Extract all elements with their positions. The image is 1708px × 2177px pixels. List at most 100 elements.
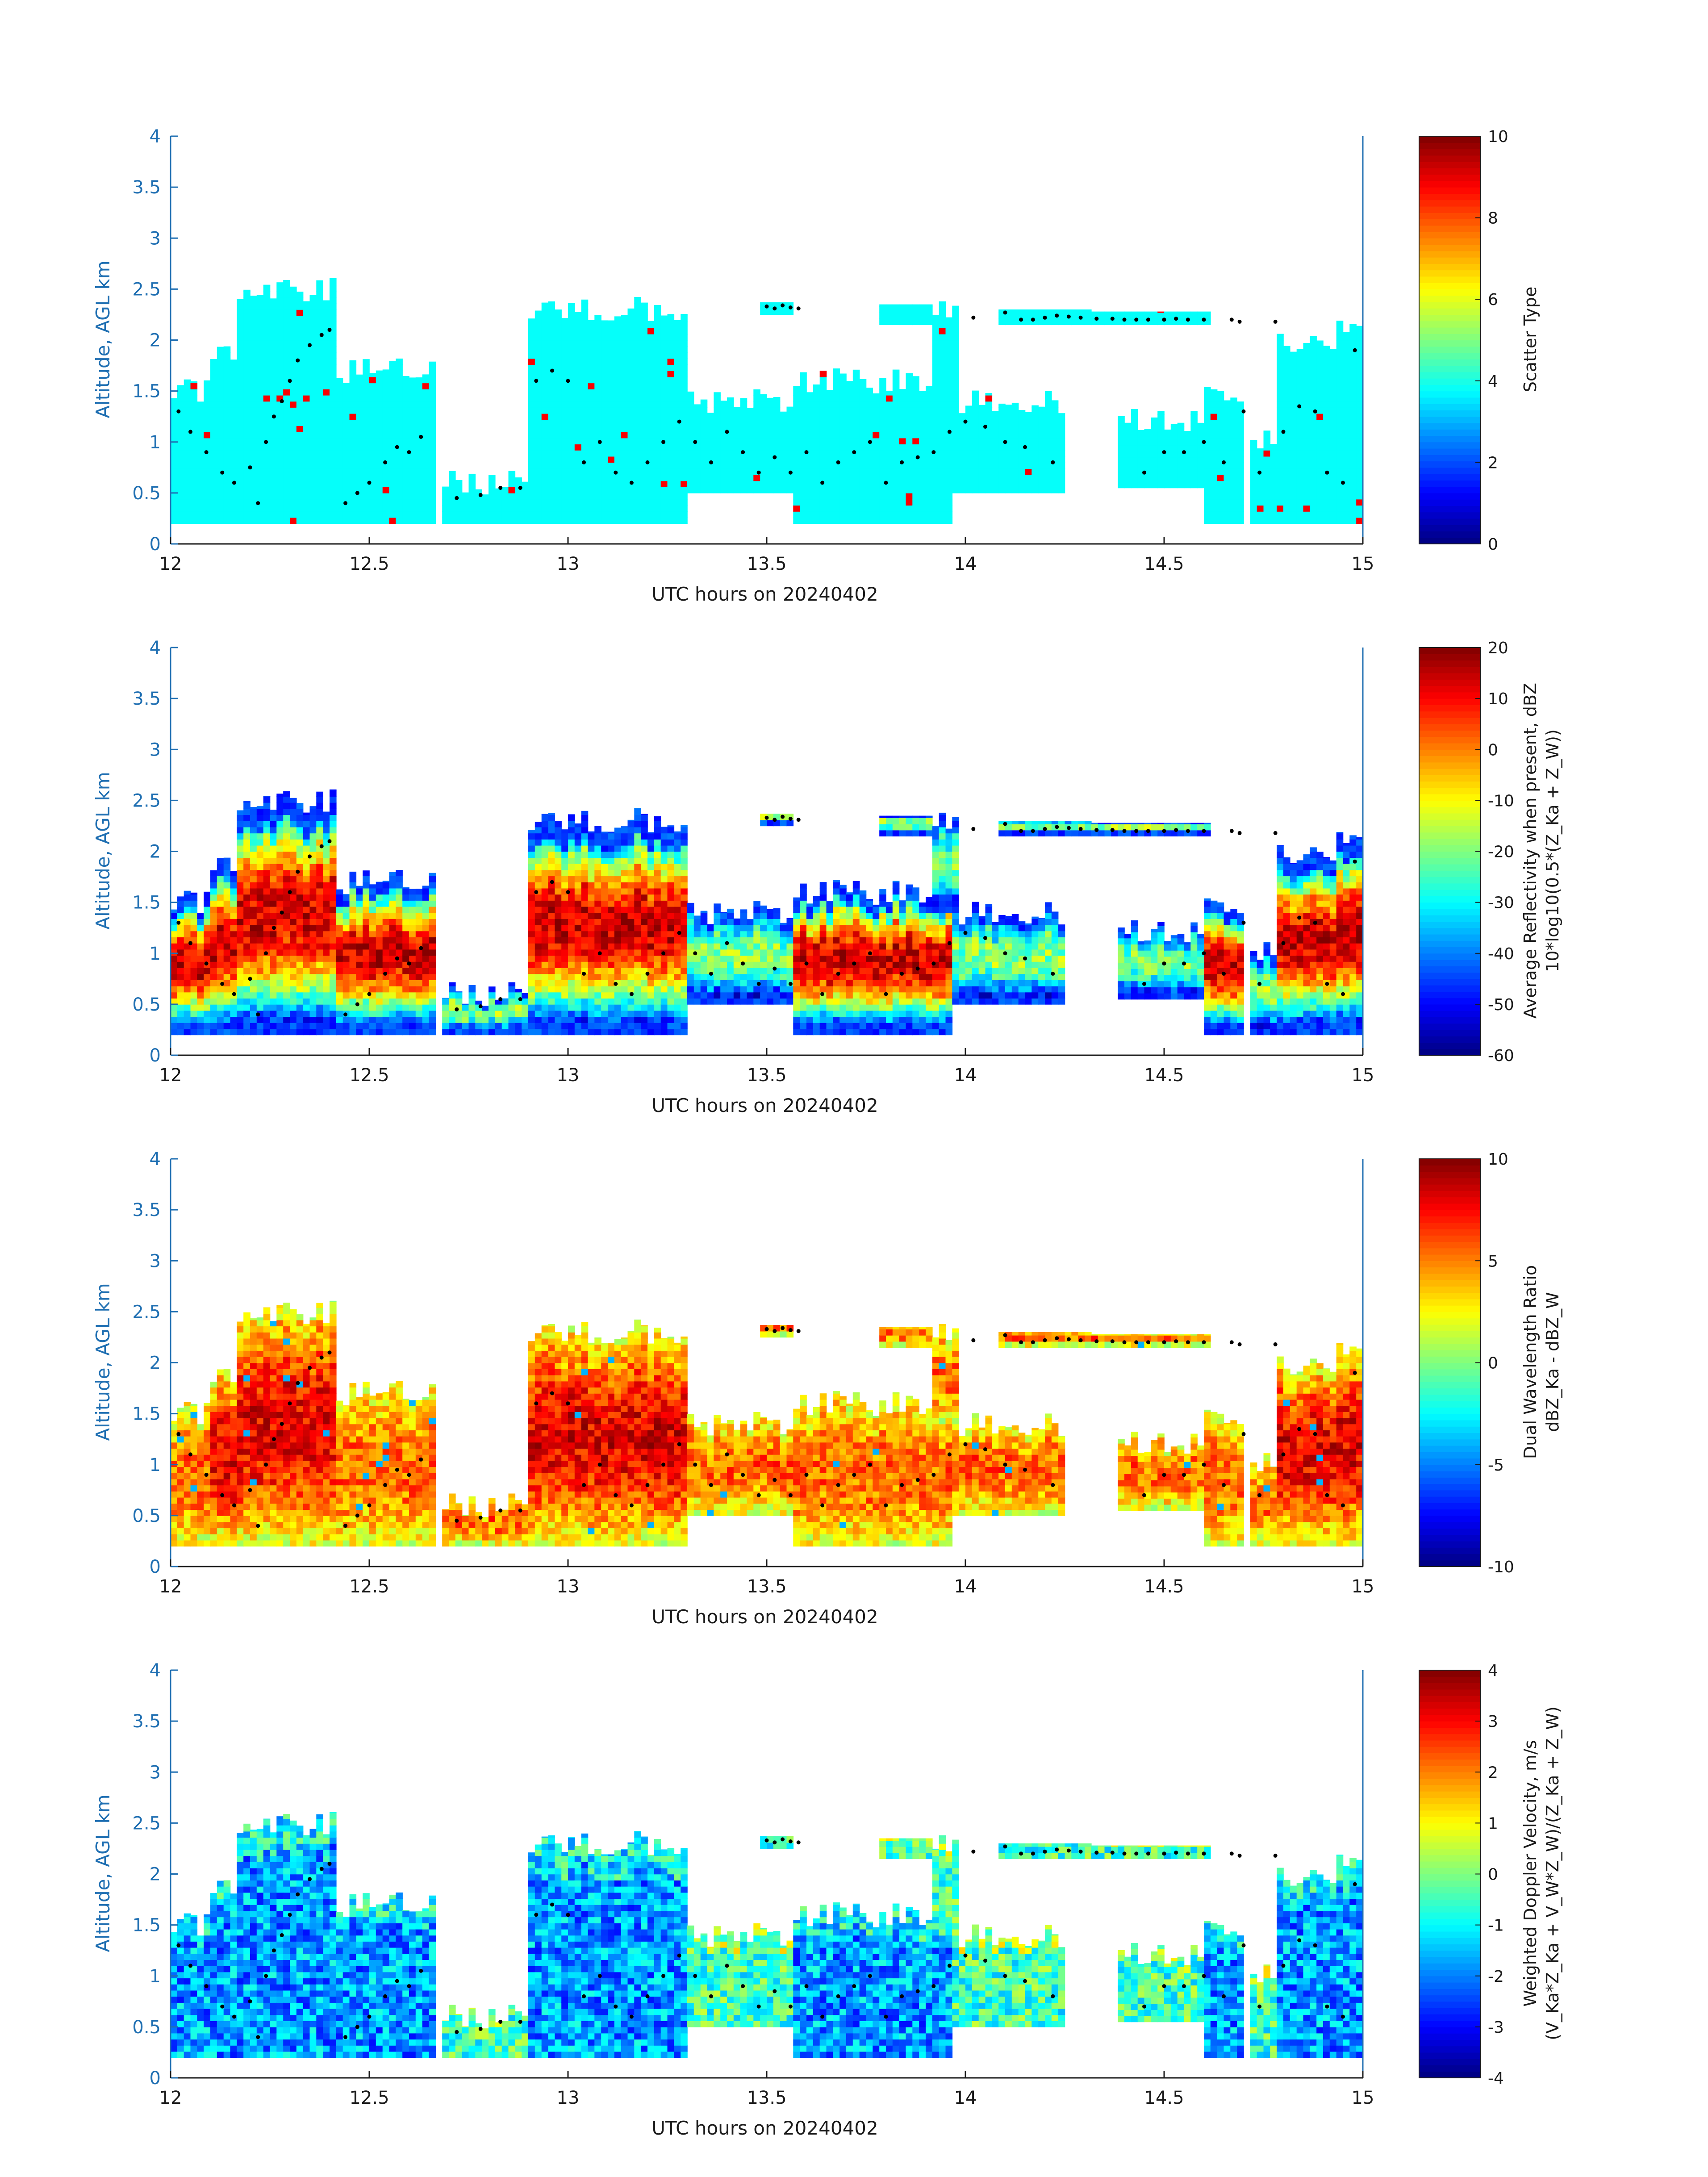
heatmap-cell [1283,364,1290,371]
heatmap-cell [627,493,635,500]
heatmap-cell [561,419,568,426]
heatmap-cell [309,295,317,298]
heatmap-cell [303,371,310,377]
heatmap-cell [627,328,635,334]
heatmap-cell [945,334,953,341]
heatmap-cell [793,444,800,451]
heatmap-cell [614,389,622,396]
heatmap-cell [1038,419,1045,426]
heatmap-cell [939,499,946,506]
heatmap-cell [256,845,264,852]
heatmap-cell [932,407,940,414]
heatmap-cell [1316,364,1324,371]
heatmap-cell [1263,450,1271,457]
heatmap-cell [1204,387,1211,389]
heatmap-cell [681,352,688,359]
heatmap-cell [382,499,390,506]
heatmap-cell [753,426,760,432]
heatmap-cell [978,450,986,457]
heatmap-cell [210,967,217,974]
heatmap-cell [1137,445,1145,452]
heatmap-cell [1170,445,1178,452]
heatmap-cell [568,371,575,377]
heatmap-cell [528,493,535,500]
heatmap-cell [1045,318,1052,326]
heatmap-cell [541,431,549,439]
heatmap-cell [594,376,601,384]
colorbar-segment [1419,455,1481,462]
heatmap-cell [660,517,668,524]
heatmap-cell [647,419,655,426]
heatmap-cell [912,304,919,307]
heatmap-cell [210,1016,217,1023]
heatmap-cell [819,517,827,524]
heatmap-cell [594,352,601,359]
heatmap-cell [892,389,900,396]
heatmap-cell [330,474,337,481]
heatmap-cell [256,419,264,426]
heatmap-cell [177,511,184,518]
heatmap-cell [190,474,198,481]
heatmap-cell [740,462,748,469]
heatmap-cell [634,499,641,506]
cloud-top-marker [248,465,252,470]
heatmap-cell [369,419,376,426]
cloud-top-marker [1142,470,1146,475]
heatmap-cell [283,309,290,316]
heatmap-cell [296,1023,304,1029]
heatmap-cell [283,280,290,285]
heatmap-cell [309,474,317,481]
heatmap-cell [342,450,350,457]
heatmap-cell [839,401,847,408]
heatmap-cell [1137,476,1145,482]
cloud-top-marker [1229,318,1234,322]
heatmap-cell [263,468,271,475]
heatmap-cell [323,499,330,506]
heatmap-cell [614,322,622,328]
cloud-top-marker [343,501,348,506]
heatmap-cell [700,426,708,432]
heatmap-cell [389,419,397,426]
heatmap-cell [541,462,549,469]
heatmap-cell [330,487,337,493]
heatmap-cell [177,438,184,445]
heatmap-cell [906,383,913,389]
heatmap-cell [177,517,184,524]
heatmap-cell [886,395,893,402]
heatmap-cell [819,376,827,384]
heatmap-cell [256,882,264,889]
heatmap-cell [1118,311,1125,313]
heatmap-cell [760,419,767,426]
heatmap-cell [263,802,271,809]
heatmap-cell [270,462,277,469]
heatmap-cell [892,517,900,524]
heatmap-cell [223,888,231,895]
heatmap-cell [906,413,913,420]
heatmap-cell [197,992,204,999]
heatmap-cell [1031,450,1039,457]
heatmap-cell [1184,439,1191,446]
heatmap-cell [714,438,721,445]
heatmap-cell [276,358,284,365]
heatmap-cell [926,487,933,493]
heatmap-cell [892,371,900,377]
heatmap-cell [654,322,661,328]
heatmap-cell [833,444,840,451]
heatmap-cell [826,517,834,524]
heatmap-cell [528,383,535,389]
heatmap-cell [833,413,840,420]
heatmap-cell [674,481,681,487]
heatmap-cell [1045,431,1052,439]
heatmap-cell [594,389,601,396]
heatmap-cell [243,937,251,944]
heatmap-cell [256,949,264,956]
heatmap-cell [806,468,814,475]
heatmap-cell [171,943,178,950]
heatmap-cell [819,444,827,451]
heatmap-cell [276,511,284,518]
heatmap-cell [382,407,390,414]
heatmap-cell [290,869,297,877]
heatmap-cell [535,328,542,334]
heatmap-cell [786,462,794,469]
heatmap-cell [819,493,827,500]
